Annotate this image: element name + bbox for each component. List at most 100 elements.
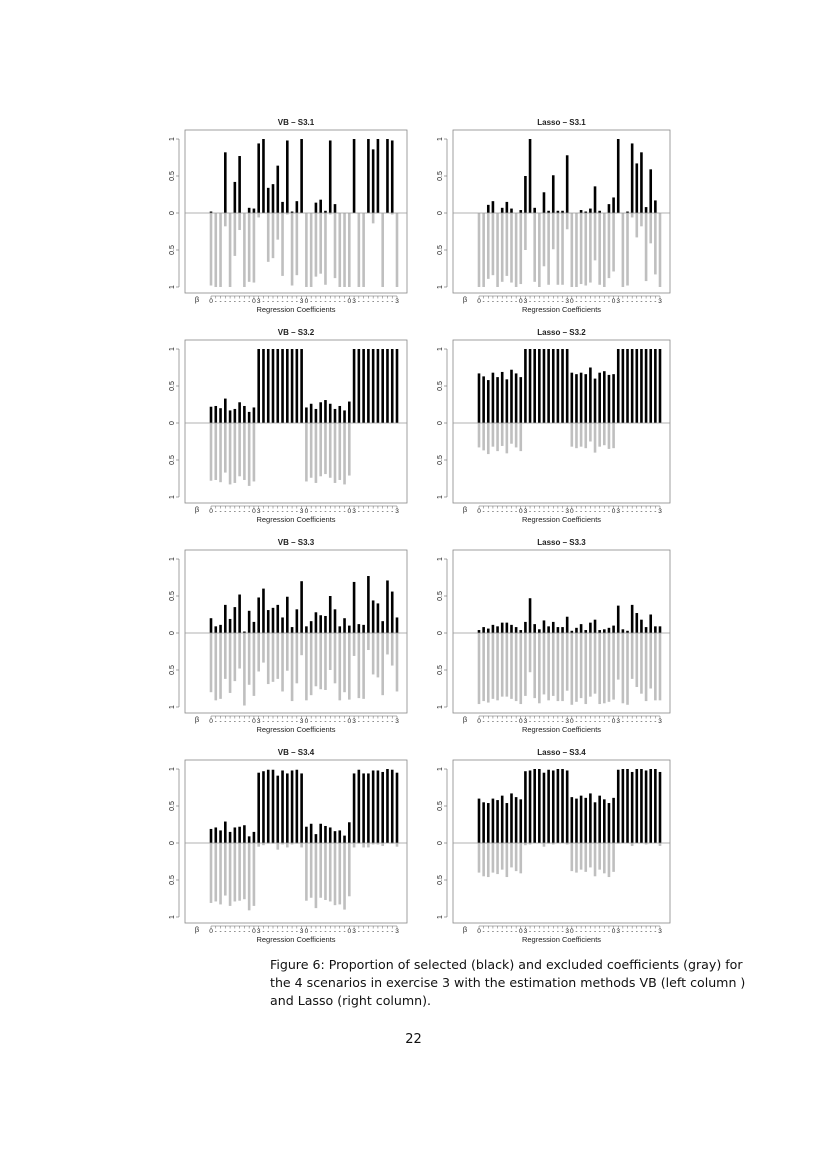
excluded-bar: [635, 213, 639, 238]
x-tick-label: -: [515, 718, 517, 725]
excluded-bar: [219, 213, 222, 287]
excluded-bar: [477, 213, 481, 287]
x-tick-label: -: [386, 718, 388, 725]
selected-bar: [371, 600, 375, 633]
selected-bar: [565, 616, 569, 633]
excluded-bar: [630, 213, 634, 218]
x-tick-label: -: [557, 928, 559, 935]
selected-bar: [510, 624, 513, 633]
x-tick-label: -: [654, 298, 656, 305]
x-tick-label: -: [640, 928, 642, 935]
excluded-bar: [367, 843, 370, 848]
selected-bar: [290, 770, 294, 843]
selected-bar: [649, 769, 653, 843]
selected-bar: [228, 618, 232, 633]
selected-bar: [524, 621, 527, 633]
selected-bar: [538, 349, 541, 423]
x-tick-label: -: [277, 298, 279, 305]
selected-bar: [630, 143, 634, 213]
plot-frame: [184, 759, 408, 924]
selected-bar: [224, 152, 227, 213]
plot-frame: [452, 759, 671, 924]
selected-bar: [386, 139, 389, 213]
selected-bar: [286, 773, 289, 843]
y-tick-label: 0: [437, 841, 444, 845]
y-tick-label: 1: [169, 557, 176, 561]
x-tick-label: 0: [570, 508, 574, 515]
selected-bar: [286, 349, 289, 423]
selected-bar: [390, 591, 394, 633]
beta-label: β: [195, 295, 200, 304]
plot-frame: [452, 129, 671, 294]
x-tick-label: -: [377, 508, 379, 515]
x-tick-label: 0: [570, 928, 574, 935]
excluded-bar: [607, 423, 611, 449]
selected-bar: [281, 617, 284, 633]
excluded-bar: [496, 423, 499, 452]
x-tick-label: -: [339, 298, 341, 305]
excluded-bar: [556, 213, 560, 285]
x-tick-label: -: [239, 508, 241, 515]
excluded-bar: [570, 843, 574, 872]
y-tick-label: 0.5: [437, 171, 444, 181]
x-tick-label: -: [229, 718, 231, 725]
selected-bar: [338, 626, 342, 633]
selected-bar: [271, 607, 275, 633]
x-tick-label: -: [291, 928, 293, 935]
excluded-bar: [219, 633, 222, 699]
selected-bar: [376, 139, 380, 213]
x-tick-label: -: [267, 718, 269, 725]
excluded-bar: [362, 843, 365, 848]
x-tick-label: -: [575, 928, 577, 935]
selected-bar: [219, 830, 222, 843]
x-tick-label: -: [243, 298, 245, 305]
excluded-bar: [262, 843, 265, 846]
excluded-bar: [579, 843, 583, 870]
y-tick-label: 1: [437, 495, 444, 499]
selected-bar: [328, 827, 332, 843]
selected-bar: [635, 769, 639, 843]
excluded-bar: [343, 213, 346, 287]
excluded-bar: [654, 633, 657, 701]
selected-bar: [286, 140, 289, 213]
x-tick-label: -: [543, 508, 545, 515]
excluded-bar: [290, 213, 294, 286]
excluded-bar: [589, 423, 592, 442]
excluded-bar: [324, 843, 327, 900]
excluded-bar: [510, 423, 513, 444]
selected-bar: [324, 825, 327, 843]
x-tick-label: 3: [352, 508, 356, 515]
selected-bar: [352, 349, 356, 423]
x-tick-label: -: [296, 718, 298, 725]
excluded-bar: [654, 213, 657, 275]
selected-bar: [243, 631, 246, 633]
selected-bar: [598, 372, 601, 423]
selected-bar: [616, 605, 620, 633]
selected-bar: [343, 410, 346, 423]
excluded-bar: [598, 843, 601, 870]
selected-bar: [319, 823, 322, 843]
plot-frame: [452, 549, 671, 714]
x-tick-label: 0: [612, 718, 616, 725]
excluded-bar: [348, 213, 351, 287]
excluded-bar: [305, 423, 308, 482]
selected-bar: [654, 200, 657, 213]
excluded-bar: [214, 213, 218, 287]
excluded-bar: [333, 423, 337, 483]
x-tick-label: 0: [519, 718, 523, 725]
x-axis-label: Regression Coefficients: [256, 725, 335, 734]
y-tick-label: 1: [437, 285, 444, 289]
excluded-bar: [616, 633, 620, 680]
x-tick-label: -: [580, 298, 582, 305]
selected-bar: [262, 349, 265, 423]
x-tick-label: -: [315, 298, 317, 305]
x-tick-label: 0: [209, 928, 213, 935]
selected-bar: [247, 610, 251, 633]
selected-bar: [621, 349, 625, 423]
selected-bar: [635, 613, 639, 633]
excluded-bar: [533, 213, 536, 282]
selected-bar: [286, 596, 289, 633]
excluded-bar: [376, 843, 380, 845]
x-tick-label: -: [229, 298, 231, 305]
x-tick-label: -: [267, 928, 269, 935]
